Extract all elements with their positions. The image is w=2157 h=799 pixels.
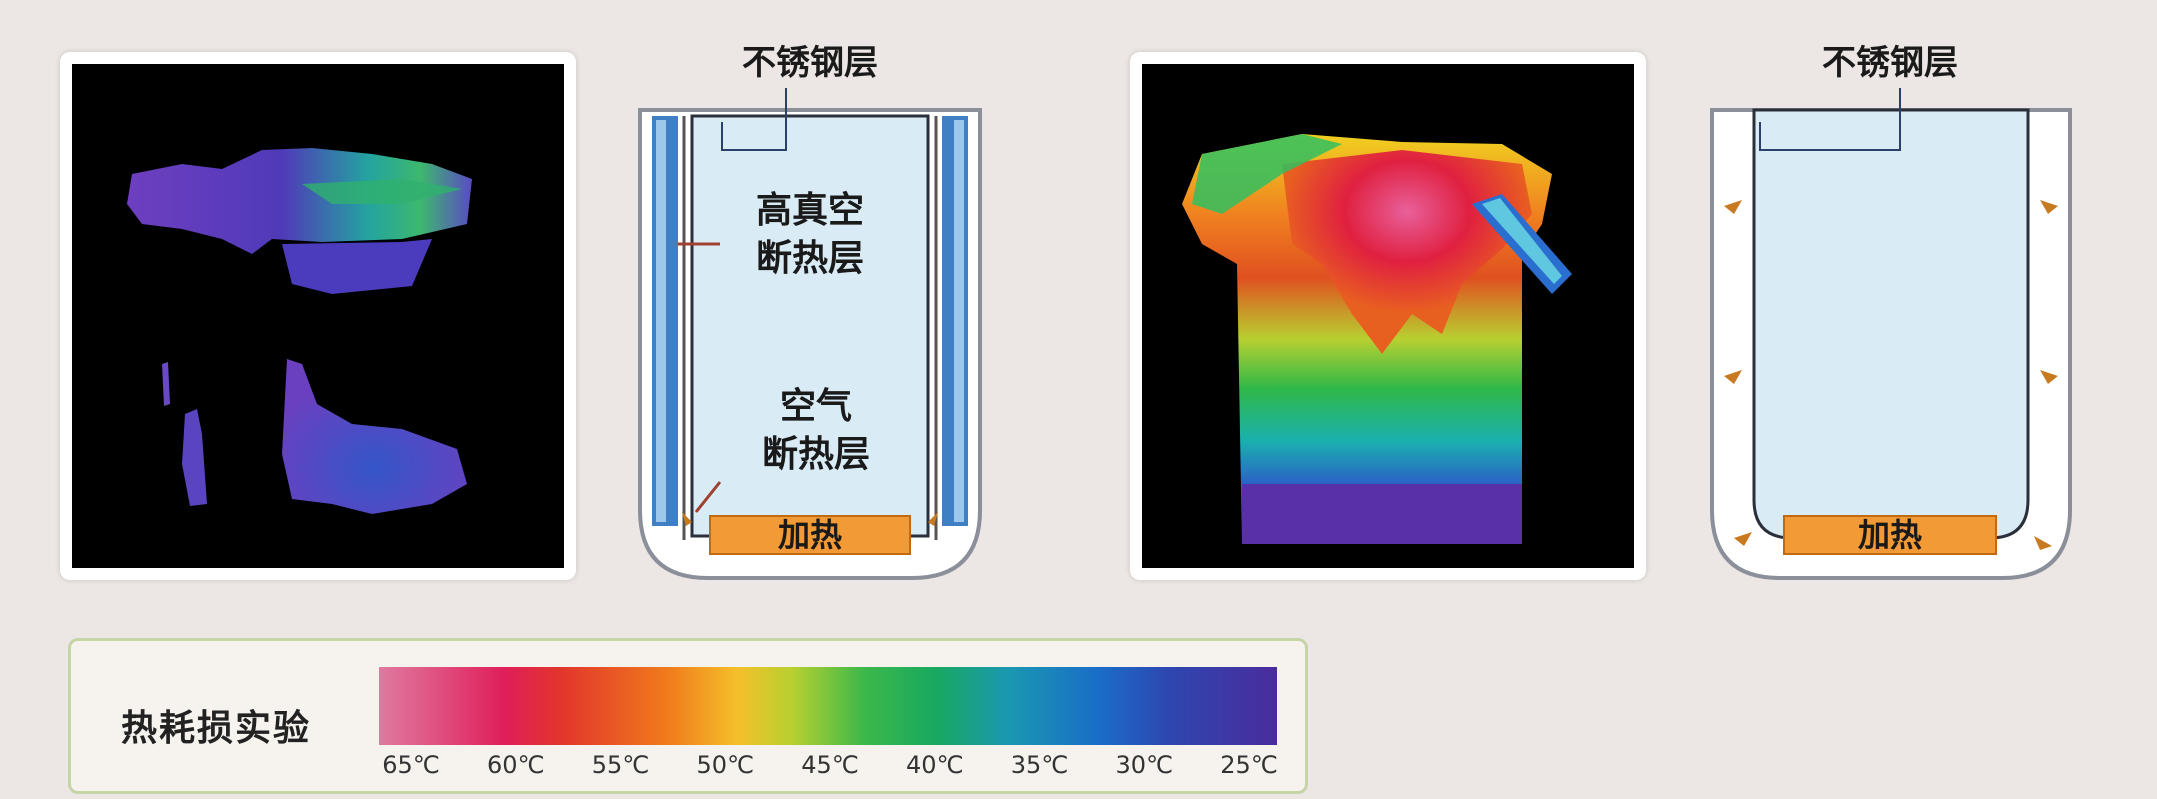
tick-label: 45℃ bbox=[801, 751, 859, 779]
tick-label: 50℃ bbox=[696, 751, 755, 779]
tick-label: 60℃ bbox=[487, 751, 545, 779]
conventional-pot-diagram: 不锈钢层 加热 bbox=[1690, 30, 2110, 590]
temperature-ticks: 65℃ 60℃ 55℃ 50℃ 45℃ 40℃ 35℃ 30℃ 25℃ bbox=[371, 751, 1289, 787]
heater-label-right: 加热 bbox=[1858, 516, 1922, 554]
temperature-gradient-bar bbox=[379, 667, 1277, 745]
tick-label: 65℃ bbox=[382, 751, 440, 779]
vacuum-pot-diagram: 不锈钢层 高真空 断热层 空气 断热层 加热 bbox=[600, 30, 1020, 590]
thermal-image-conventional bbox=[1142, 64, 1634, 568]
tick-label: 25℃ bbox=[1220, 751, 1278, 779]
vacuum-label-line1: 高真空 bbox=[756, 190, 864, 231]
temperature-legend: 热耗损实验 65℃ 60℃ 55℃ 50℃ 45℃ 40℃ 35℃ 30℃ 25… bbox=[68, 638, 1308, 794]
tick-label: 40℃ bbox=[906, 751, 964, 779]
heater-label: 加热 bbox=[778, 516, 842, 554]
tick-label: 35℃ bbox=[1010, 751, 1069, 779]
air-label-line2: 断热层 bbox=[762, 434, 870, 475]
legend-title: 热耗损实验 bbox=[121, 708, 312, 749]
stainless-steel-label-right: 不锈钢层 bbox=[1822, 43, 1958, 83]
thermal-image-vacuum bbox=[72, 64, 564, 568]
air-label-line1: 空气 bbox=[780, 386, 852, 427]
stainless-steel-label: 不锈钢层 bbox=[742, 43, 878, 83]
tick-label: 30℃ bbox=[1115, 751, 1174, 779]
tick-label: 55℃ bbox=[591, 751, 650, 779]
vacuum-label-line2: 断热层 bbox=[756, 238, 864, 279]
